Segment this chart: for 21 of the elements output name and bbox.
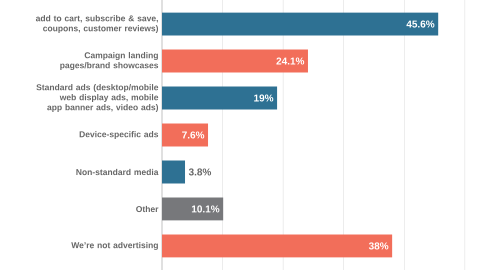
y-tick-label: Standard ads (desktop/mobile web display ads, mobile app banner ads, video ads) xyxy=(36,84,158,112)
data-label: 38% xyxy=(368,242,388,250)
y-tick-label: Device-specific ads xyxy=(80,131,158,139)
bar xyxy=(162,86,278,110)
data-label: 24.1% xyxy=(276,58,304,65)
data-label: 3.8% xyxy=(188,168,212,176)
bar xyxy=(162,124,208,146)
data-label: 45.6% xyxy=(406,20,434,28)
bar xyxy=(162,197,224,220)
y-tick-label: Non-standard media xyxy=(76,168,159,176)
y-tick-label: Other xyxy=(136,206,158,212)
bar xyxy=(162,50,308,72)
bar xyxy=(162,234,392,258)
y-tick-label: Campaign landing pages/brand showcases xyxy=(60,52,158,70)
bar xyxy=(162,160,186,184)
data-label: 10.1% xyxy=(192,205,220,212)
bar xyxy=(162,12,438,36)
y-tick-label: add to cart, subscribe & save, coupons, customer reviews) xyxy=(36,15,158,33)
data-label: 7.6% xyxy=(182,131,204,139)
data-label: 19% xyxy=(254,94,274,102)
y-tick-label: We’re not advertising xyxy=(71,242,158,250)
